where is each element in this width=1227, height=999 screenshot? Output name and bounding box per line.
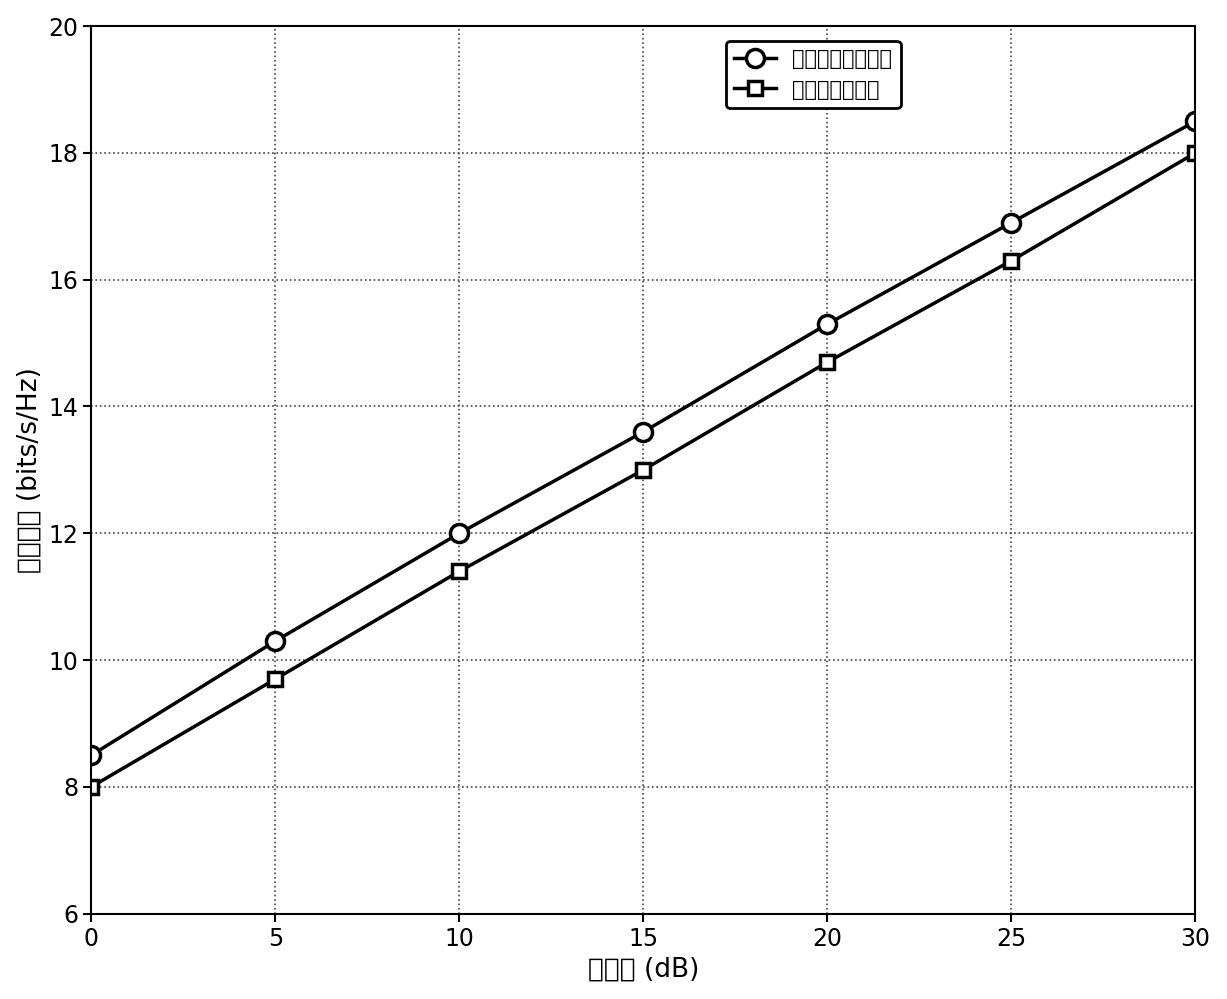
- 本发明提出方法: [636, 464, 650, 476]
- 全数字预编码方法: [267, 635, 282, 647]
- 全数字预编码方法: [85, 749, 99, 761]
- 本发明提出方法: [1188, 147, 1202, 159]
- Line: 全数字预编码方法: 全数字预编码方法: [82, 112, 1205, 764]
- 本发明提出方法: [85, 781, 99, 793]
- 本发明提出方法: [820, 356, 834, 368]
- X-axis label: 信噪比 (dB): 信噪比 (dB): [588, 956, 699, 982]
- 全数字预编码方法: [1188, 115, 1202, 127]
- 全数字预编码方法: [452, 527, 466, 539]
- 全数字预编码方法: [820, 318, 834, 330]
- 本发明提出方法: [267, 673, 282, 685]
- 全数字预编码方法: [1004, 217, 1018, 229]
- 本发明提出方法: [452, 565, 466, 577]
- 全数字预编码方法: [636, 426, 650, 438]
- Line: 本发明提出方法: 本发明提出方法: [85, 146, 1202, 794]
- 本发明提出方法: [1004, 255, 1018, 267]
- Legend: 全数字预编码方法, 本发明提出方法: 全数字预编码方法, 本发明提出方法: [725, 41, 901, 108]
- Y-axis label: 频谱效率 (bits/s/Hz): 频谱效率 (bits/s/Hz): [17, 367, 43, 572]
